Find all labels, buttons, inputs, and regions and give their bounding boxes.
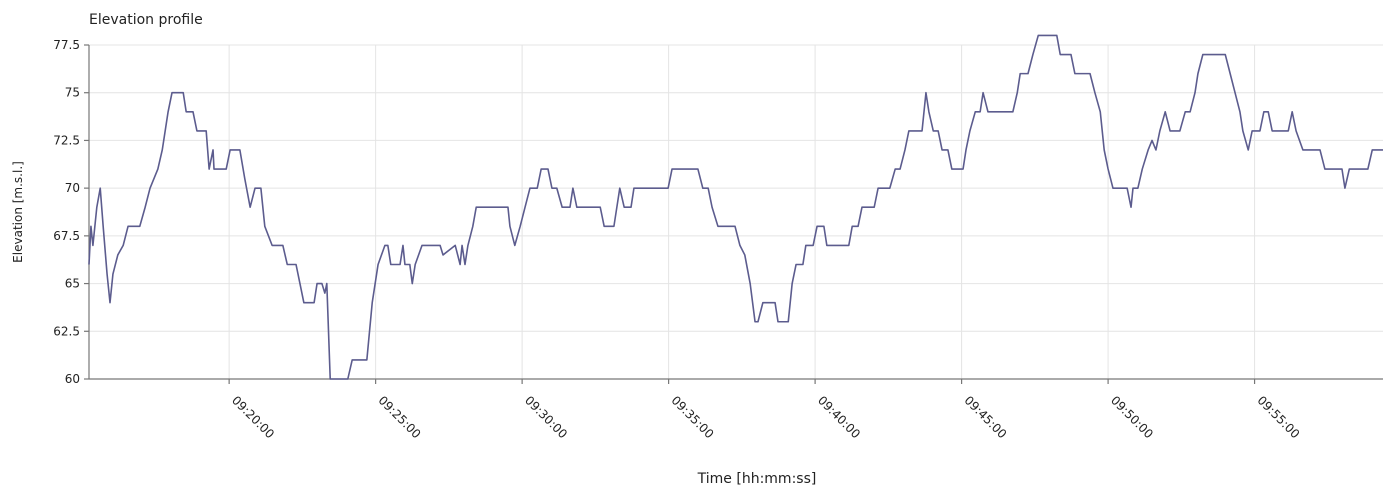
x-axis-title: Time [hh:mm:ss]: [697, 471, 817, 487]
y-tick-label: 72.5: [53, 133, 80, 147]
y-tick-label: 67.5: [53, 229, 80, 243]
y-tick-label: 77.5: [53, 38, 80, 52]
elevation-line: [88, 34, 1383, 380]
y-tick-label: 60: [65, 372, 80, 386]
y-tick-label: 62.5: [53, 324, 80, 338]
y-tick-label: 70: [65, 181, 80, 195]
y-tick-label: 75: [65, 86, 80, 100]
y-axis-title: Elevation [m.s.l.]: [11, 161, 25, 263]
y-tick-label: 65: [65, 277, 80, 291]
chart-title: Elevation profile: [89, 12, 203, 28]
